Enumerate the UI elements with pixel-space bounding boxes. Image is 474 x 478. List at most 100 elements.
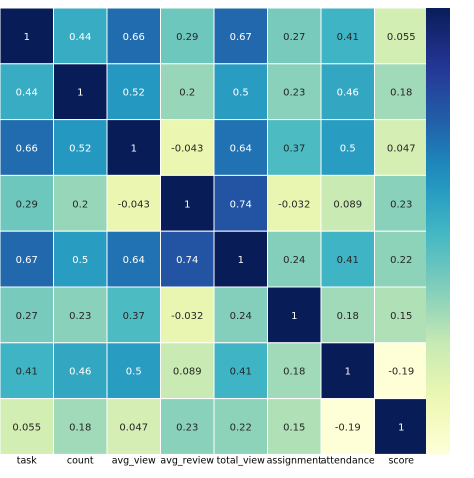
cell-value-label-6-6: 1 [345,367,351,378]
heatmap-cell-7-2 [106,398,161,455]
cell-value-label-6-0: 0.41 [16,367,38,378]
cell-value-label-4-6: 0.41 [337,255,359,266]
cell-value-label-5-7: 0.15 [390,311,412,322]
cell-value-label-1-4: 0.5 [233,88,249,99]
cell-value-label-3-1: 0.2 [72,199,88,210]
heatmap-cell-2-6 [320,119,375,176]
heatmap-cell-7-0 [0,398,54,455]
cell-value-label-6-3: 0.089 [173,367,202,378]
heatmap-cell-0-5 [267,7,322,65]
cell-value-label-2-0: 0.66 [16,144,38,155]
cell-value-label-5-0: 0.27 [16,311,38,322]
cell-value-label-6-4: 0.41 [230,367,252,378]
cell-value-label-1-1: 1 [77,88,83,99]
cell-value-label-5-1: 0.23 [69,311,91,322]
heatmap-cell-7-7 [374,398,429,455]
heatmap-cell-0-1 [53,7,108,65]
cell-value-label-7-6: -0.19 [335,423,361,434]
cell-value-label-4-5: 0.24 [283,255,305,266]
cell-value-label-0-1: 0.44 [69,32,91,43]
heatmap-cell-1-1 [53,63,108,121]
x-tick-label-task: task [17,455,37,466]
cell-value-label-0-0: 1 [24,32,30,43]
heatmap-cell-5-5 [267,286,322,344]
heatmap-cell-1-0 [0,63,54,121]
cell-value-label-4-4: 1 [238,255,244,266]
heatmap-cell-5-1 [53,286,108,344]
cell-value-label-3-2: -0.043 [118,199,150,210]
cell-value-label-1-5: 0.23 [283,88,305,99]
heatmap-cell-3-6 [320,174,375,232]
heatmap-cell-3-1 [53,174,108,232]
heatmap-cell-7-3 [160,398,215,455]
cell-value-label-0-4: 0.67 [230,32,252,43]
cell-value-label-3-4: 0.74 [230,199,252,210]
cell-value-label-6-1: 0.46 [69,367,91,378]
cell-value-label-6-2: 0.5 [126,367,142,378]
heatmap-cell-1-5 [267,63,322,121]
x-axis-tick-labels: task count avg_view avg_review total_view ass… [17,455,414,466]
heatmap-cell-3-0 [0,174,54,232]
x-tick-label-avg_review: avg_review [160,455,214,466]
cell-value-label-4-3: 0.74 [176,255,198,266]
cell-value-label-7-1: 0.18 [69,423,91,434]
heatmap-cell-4-3 [160,230,215,288]
cell-value-label-0-2: 0.66 [123,32,145,43]
x-tick-label-total_view: total_view [217,455,266,466]
heatmap-cell-7-6 [320,398,375,455]
heatmap-cell-1-4 [213,63,268,121]
cell-value-label-3-6: 0.089 [333,199,362,210]
cell-value-label-6-5: 0.18 [283,367,305,378]
heatmap-cell-4-2 [106,230,161,288]
cell-value-label-1-3: 0.2 [179,88,195,99]
cell-value-label-1-0: 0.44 [16,88,38,99]
cell-value-label-5-5: 1 [291,311,297,322]
heatmap-cell-6-3 [160,342,215,400]
cell-value-label-2-4: 0.64 [230,144,252,155]
heatmap-cell-5-3 [160,286,215,344]
heatmap-cell-0-3 [160,7,215,65]
cell-value-label-3-7: 0.23 [390,199,412,210]
cell-value-label-3-3: 1 [184,199,190,210]
heatmap-cell-0-4 [213,7,268,65]
cell-value-label-2-5: 0.37 [283,144,305,155]
x-tick-label-count: count [67,455,94,466]
heatmap-cell-6-6 [320,342,375,400]
cell-value-label-4-1: 0.5 [72,255,88,266]
cell-value-label-0-7: 0.055 [387,32,416,43]
cell-value-label-5-6: 0.18 [337,311,359,322]
cell-value-label-1-6: 0.46 [337,88,359,99]
cell-value-label-7-0: 0.055 [12,423,41,434]
cell-value-label-3-5: -0.032 [278,199,310,210]
x-tick-label-attendance: attendance [321,455,375,466]
heatmap-cell-1-7 [374,63,429,121]
cell-value-label-5-2: 0.37 [123,311,145,322]
cell-value-label-2-7: 0.047 [387,144,416,155]
heatmap-cell-4-5 [267,230,322,288]
heatmap-cell-0-6 [320,7,375,65]
heatmap-cell-2-3 [160,119,215,176]
heatmap-cell-2-4 [213,119,268,176]
cell-value-label-4-2: 0.64 [123,255,145,266]
cell-value-label-7-2: 0.047 [119,423,148,434]
heatmap-cell-6-0 [0,342,54,400]
heatmap-cell-6-7 [374,342,429,400]
heatmap-cell-4-6 [320,230,375,288]
heatmap-cell-4-1 [53,230,108,288]
heatmap-cell-5-4 [213,286,268,344]
heatmap-cells [0,7,429,455]
heatmap-cell-labels: 1 0.44 0.66 0.29 0.67 0.27 0.41 0.055 0.44 1 0.52 0… [12,32,415,434]
heatmap-cell-3-5 [267,174,322,232]
heatmap-cell-6-2 [106,342,161,400]
colorbar [426,8,450,455]
cell-value-label-5-4: 0.24 [230,311,252,322]
colorbar-gradient [426,8,450,455]
cell-value-label-5-3: -0.032 [171,311,203,322]
cell-value-label-1-2: 0.52 [123,88,145,99]
cell-value-label-3-0: 0.29 [16,199,38,210]
cell-value-label-1-7: 0.18 [390,88,412,99]
x-tick-label-avg_view: avg_view [112,455,156,466]
cell-value-label-7-4: 0.22 [230,423,252,434]
